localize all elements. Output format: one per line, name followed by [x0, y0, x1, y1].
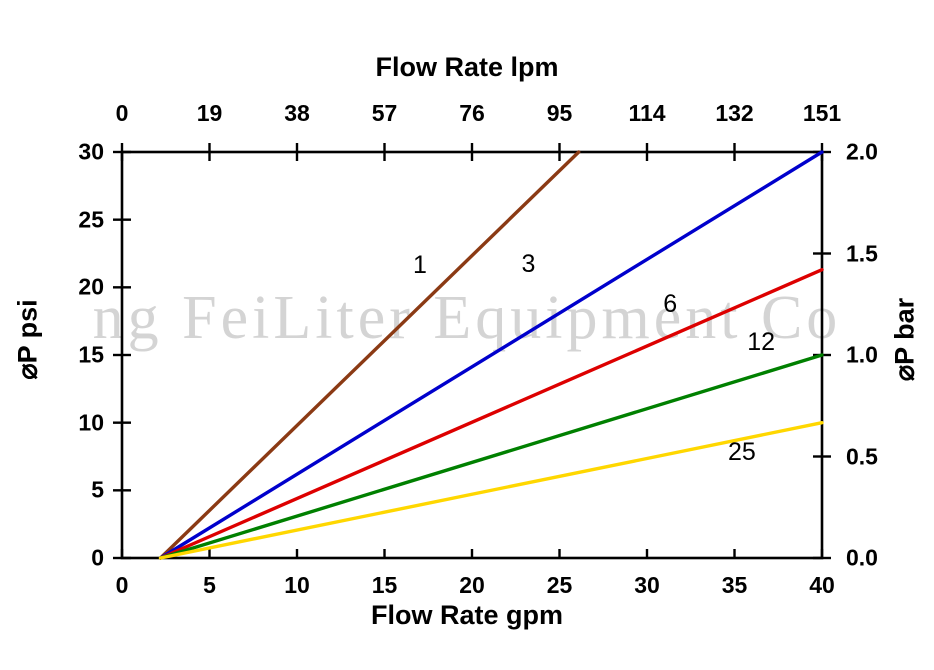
- curve-1: [158, 150, 581, 560]
- x-tick-label-top: 38: [284, 100, 310, 126]
- curve-label-12: 12: [747, 328, 776, 357]
- curve-label-6: 6: [663, 290, 678, 319]
- left-axis-title: ⌀P psi: [12, 299, 43, 380]
- y-tick-label-left: 0: [91, 544, 104, 571]
- x-tick-label-bottom: 0: [115, 572, 129, 598]
- y-tick-label-left: 5: [91, 476, 104, 503]
- x-tick-label-bottom: 40: [809, 572, 835, 598]
- curve-25: [158, 420, 824, 560]
- y-tick-label-left: 15: [78, 341, 104, 368]
- x-tick-label-top: 151: [802, 100, 842, 126]
- bottom-axis-title: Flow Rate gpm: [370, 600, 563, 630]
- data-curves: [158, 150, 824, 560]
- x-tick-label-top: 132: [715, 100, 754, 126]
- y-tick-label-right: 2.0: [846, 138, 878, 165]
- y-tick-label-right: 1.0: [846, 341, 878, 368]
- curve-12: [158, 353, 824, 560]
- x-tick-label-bottom: 25: [546, 572, 573, 598]
- x-tick-label-top: 114: [628, 100, 666, 126]
- x-tick-label-top: 95: [546, 100, 573, 126]
- top-axis-title: Flow Rate lpm: [375, 52, 559, 82]
- x-tick-label-top: 57: [371, 100, 398, 126]
- x-tick-label-bottom: 10: [284, 572, 310, 598]
- axis-frame: [120, 150, 824, 560]
- x-tick-label-top: 19: [196, 100, 223, 126]
- x-tick-label-bottom: 5: [203, 572, 216, 598]
- x-tick-label-bottom: 30: [634, 572, 660, 598]
- curve-3: [158, 150, 824, 560]
- y-tick-label-left: 30: [78, 138, 104, 165]
- y-tick-label-left: 25: [78, 206, 104, 233]
- x-tick-label-bottom: 35: [721, 572, 748, 598]
- x-tick-label-top: 0: [115, 100, 129, 126]
- x-tick-label-bottom: 20: [459, 572, 485, 598]
- curve-label-3: 3: [521, 249, 536, 278]
- y-tick-label-right: 0.0: [846, 544, 878, 571]
- y-tick-label-left: 10: [78, 409, 104, 436]
- right-axis-title: ⌀P bar: [889, 297, 920, 382]
- plot-frame: [120, 150, 824, 560]
- curve-label-25: 25: [728, 437, 756, 466]
- curve-label-1: 1: [413, 251, 427, 280]
- y-tick-label-right: 1.5: [846, 240, 878, 266]
- curve-6: [158, 268, 824, 560]
- x-tick-label-bottom: 15: [371, 572, 398, 598]
- x-tick-label-top: 76: [459, 100, 485, 126]
- y-tick-label-right: 0.5: [846, 443, 878, 469]
- y-tick-label-left: 20: [78, 273, 104, 300]
